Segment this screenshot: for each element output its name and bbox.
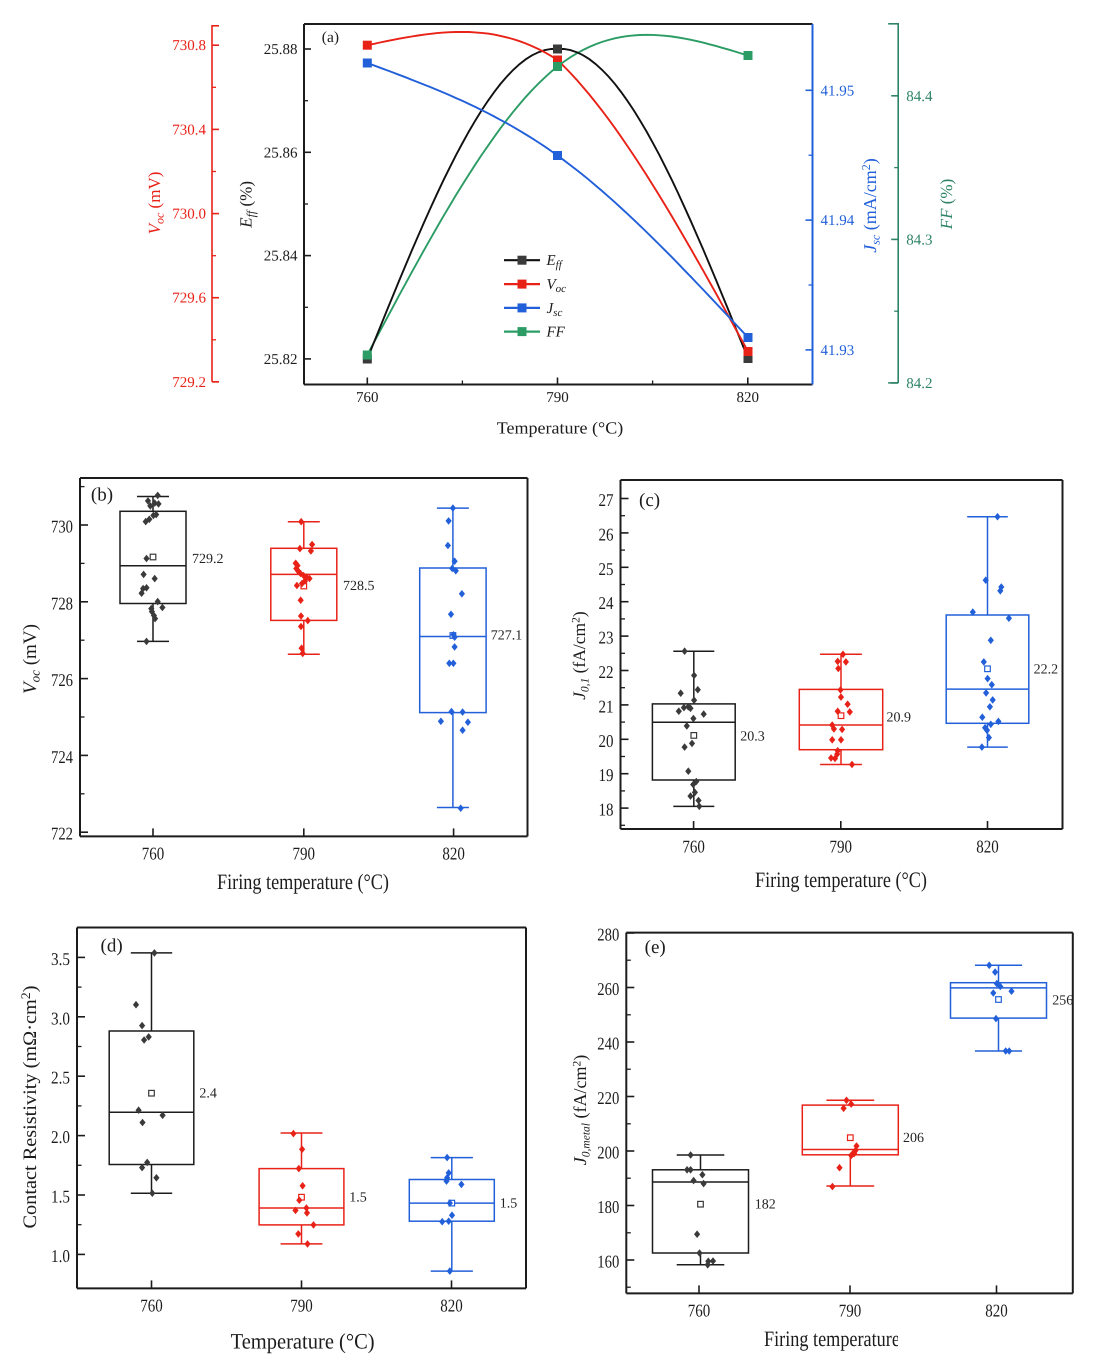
svg-text:820: 820 [976,837,999,857]
svg-text:820: 820 [737,390,760,406]
svg-text:25.82: 25.82 [264,352,298,368]
svg-text:2.0: 2.0 [51,1127,70,1147]
svg-text:1.5: 1.5 [349,1191,367,1206]
svg-text:41.94: 41.94 [821,213,855,229]
svg-text:730.8: 730.8 [172,38,206,54]
svg-text:25.84: 25.84 [264,249,298,265]
svg-text:206: 206 [903,1131,924,1146]
svg-text:(d): (d) [101,935,123,956]
svg-text:22.2: 22.2 [1034,662,1059,677]
svg-text:Jsc (mA/cm2): Jsc (mA/cm2) [859,158,883,253]
svg-text:722: 722 [51,824,73,844]
svg-text:200: 200 [597,1143,619,1163]
svg-text:41.93: 41.93 [821,343,855,359]
svg-text:728.5: 728.5 [343,579,375,594]
svg-text:25: 25 [599,559,614,579]
svg-text:182: 182 [755,1198,776,1213]
svg-text:Eff: Eff [546,253,564,271]
svg-text:280: 280 [597,925,619,945]
svg-text:Firing temperature (°C): Firing temperature (°C) [764,1326,936,1351]
svg-text:790: 790 [546,390,569,406]
svg-text:820: 820 [985,1301,1008,1321]
svg-text:J0,metal (fA/cm2): J0,metal (fA/cm2) [570,1055,593,1165]
svg-text:728: 728 [51,593,73,613]
svg-text:3.5: 3.5 [51,949,70,969]
svg-text:25.86: 25.86 [264,145,298,161]
svg-text:256: 256 [1052,994,1073,1009]
svg-text:27: 27 [599,490,614,510]
svg-text:724: 724 [51,747,73,767]
svg-text:240: 240 [597,1034,619,1054]
svg-text:220: 220 [597,1088,619,1108]
svg-text:Jsc: Jsc [547,301,563,319]
svg-text:Voc (mV): Voc (mV) [145,172,167,235]
svg-text:Firing temperature (°C): Firing temperature (°C) [755,867,927,892]
svg-text:2.4: 2.4 [199,1087,217,1102]
svg-text:22: 22 [599,662,614,682]
svg-text:729.2: 729.2 [192,552,224,567]
svg-text:84.2: 84.2 [906,376,932,392]
svg-text:23: 23 [599,628,614,648]
svg-text:730.4: 730.4 [172,122,206,138]
svg-text:19: 19 [599,765,614,785]
svg-text:790: 790 [293,844,316,864]
svg-text:1.5: 1.5 [51,1187,70,1207]
svg-text:180: 180 [597,1197,619,1217]
svg-text:21: 21 [599,696,614,716]
svg-text:820: 820 [440,1296,463,1316]
svg-text:20.3: 20.3 [740,730,765,745]
svg-text:(a): (a) [322,29,339,46]
svg-text:Temperature (°C): Temperature (°C) [231,1329,375,1354]
svg-text:FF: FF [546,325,566,341]
svg-text:730.0: 730.0 [172,207,206,223]
svg-text:84.3: 84.3 [906,232,932,248]
svg-text:760: 760 [682,837,705,857]
svg-text:160: 160 [597,1252,619,1272]
svg-text:Contact Resistivity (mΩ·cm2): Contact Resistivity (mΩ·cm2) [18,986,41,1229]
svg-text:Voc: Voc [547,277,567,295]
svg-text:790: 790 [290,1296,313,1316]
svg-text:25.88: 25.88 [264,42,298,58]
svg-text:41.95: 41.95 [821,83,855,99]
svg-text:729.6: 729.6 [172,291,206,307]
svg-text:260: 260 [597,979,619,999]
svg-text:1.0: 1.0 [51,1246,70,1266]
svg-text:FF (%): FF (%) [937,179,956,231]
svg-text:Voc (mV): Voc (mV) [20,624,43,694]
svg-text:3.0: 3.0 [51,1008,70,1028]
svg-text:790: 790 [839,1301,862,1321]
svg-text:Temperature (°C): Temperature (°C) [497,419,623,438]
svg-text:Firing temperature (°C): Firing temperature (°C) [217,869,389,894]
svg-text:760: 760 [356,390,379,406]
svg-text:729.2: 729.2 [172,375,206,391]
svg-text:20: 20 [599,731,614,751]
svg-text:(e): (e) [645,937,666,958]
svg-text:790: 790 [830,837,853,857]
svg-text:1.5: 1.5 [500,1197,518,1212]
svg-text:18: 18 [599,800,614,820]
svg-text:84.4: 84.4 [906,89,933,105]
svg-text:2.5: 2.5 [51,1068,70,1088]
svg-text:760: 760 [688,1301,711,1321]
svg-text:(b): (b) [91,485,113,506]
svg-text:760: 760 [140,1296,163,1316]
svg-text:24: 24 [599,593,614,613]
svg-text:20.9: 20.9 [887,710,912,725]
svg-text:820: 820 [442,844,465,864]
svg-text:(c): (c) [639,490,660,511]
svg-text:26: 26 [599,524,614,544]
svg-text:Eff (%): Eff (%) [237,181,259,229]
svg-text:730: 730 [51,517,73,537]
svg-text:727.1: 727.1 [491,628,523,643]
svg-text:760: 760 [142,844,165,864]
svg-text:J0,1 (fA/cm2): J0,1 (fA/cm2) [569,611,592,700]
svg-text:726: 726 [51,670,73,690]
